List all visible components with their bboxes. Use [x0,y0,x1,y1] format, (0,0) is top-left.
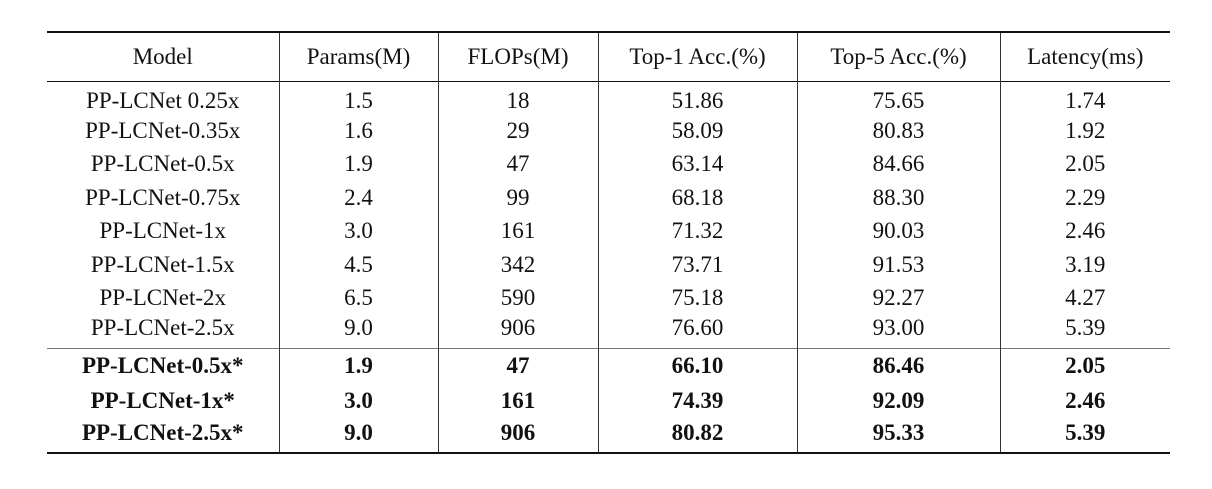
results-table: Model Params(M) FLOPs(M) Top-1 Acc.(%) Top-5… [47,31,1170,454]
table-row: PP-LCNet-2x 6.5 590 75.18 92.27 4.27 [47,281,1170,315]
table-header: Model Params(M) FLOPs(M) Top-1 Acc.(%) Top-5… [47,32,1170,81]
table-cell: 2.05 [999,348,1170,384]
header-cell: FLOPs(M) [437,32,598,81]
table-cell: 1.5 [278,81,438,115]
table-cell: PP-LCNet-2.5x* [81,420,244,446]
table-row: PP-LCNet-0.5x* 1.9 47 66.10 86.46 2.05 [47,348,1170,384]
table-cell: 75.65 [796,81,1000,115]
table-cell: 2.4 [278,181,438,215]
table-cell: 47 [437,147,598,182]
table-cell: 63.14 [597,147,797,182]
table-body: PP-LCNet 0.25x 1.5 18 51.86 75.65 1.74 PP-LCNe… [47,81,1170,349]
table-row: PP-LCNet-1x 3.0 161 71.32 90.03 2.46 [47,214,1170,248]
table-cell: 93.00 [796,314,1000,349]
table-cell: 99 [437,181,598,215]
highlighted-body: PP-LCNet-0.5x* 1.9 47 66.10 86.46 2.05 PP-LCNe… [47,348,1170,454]
table-cell: 5.39 [999,418,1170,454]
table-row: PP-LCNet-1.5x 4.5 342 73.71 91.53 3.19 [47,247,1170,282]
table-cell: 75.18 [597,281,797,315]
table-cell: 92.09 [796,383,1000,419]
table-cell: PP-LCNet-1x* [90,387,235,413]
table-cell: 84.66 [796,147,1000,182]
table-cell: 74.39 [597,383,797,419]
header-cell: Model [132,43,193,69]
table-cell: 1.6 [278,114,438,148]
table-cell: 342 [437,247,598,282]
table-cell: 29 [437,114,598,148]
header-cell: Top-5 Acc.(%) [796,32,1000,81]
table-row: PP-LCNet-0.35x 1.6 29 58.09 80.83 1.92 [47,114,1170,148]
table-cell: 80.83 [796,114,1000,148]
table-cell: 3.0 [278,383,438,419]
header-cell: Top-1 Acc.(%) [597,32,797,81]
table-cell: 80.82 [597,418,797,454]
table-cell: 86.46 [796,348,1000,384]
table-cell: PP-LCNet-2.5x [90,315,235,341]
table-cell: 3.0 [278,214,438,248]
table-cell: 58.09 [597,114,797,148]
table-cell: 3.19 [999,247,1170,282]
table-row: PP-LCNet 0.25x 1.5 18 51.86 75.65 1.74 [47,81,1170,115]
table-row: PP-LCNet-2.5x 9.0 906 76.60 93.00 5.39 [47,314,1170,349]
header-cell: Params(M) [278,32,438,81]
table-row: PP-LCNet-0.75x 2.4 99 68.18 88.30 2.29 [47,181,1170,215]
table-cell: 906 [437,418,598,454]
table-cell: PP-LCNet-1x [99,218,227,244]
table-cell: 6.5 [278,281,438,315]
table-cell: PP-LCNet-1.5x [90,251,235,277]
table-cell: 47 [437,348,598,384]
table-cell: 9.0 [278,418,438,454]
table-cell: PP-LCNet-0.35x [85,118,241,144]
table-cell: 4.27 [999,281,1170,315]
table-cell: 161 [437,214,598,248]
table-cell: PP-LCNet-0.5x* [81,352,244,378]
table-cell: 18 [437,81,598,115]
table-cell: 91.53 [796,247,1000,282]
table-cell: 161 [437,383,598,419]
table-cell: 88.30 [796,181,1000,215]
table-cell: 590 [437,281,598,315]
table-cell: 73.71 [597,247,797,282]
table-cell: 9.0 [278,314,438,349]
table-cell: 1.9 [278,348,438,384]
table-cell: 90.03 [796,214,1000,248]
table-row: PP-LCNet-0.5x 1.9 47 63.14 84.66 2.05 [47,147,1170,182]
table-cell: PP-LCNet-0.75x [85,184,241,210]
table-cell: 4.5 [278,247,438,282]
table-cell: 906 [437,314,598,349]
table-cell: 2.29 [999,181,1170,215]
table-cell: 1.74 [999,81,1170,115]
table-cell: 2.46 [999,383,1170,419]
table-cell: 5.39 [999,314,1170,349]
table-cell: 68.18 [597,181,797,215]
table-row: PP-LCNet-1x* 3.0 161 74.39 92.09 2.46 [47,383,1170,419]
table-cell: 51.86 [597,81,797,115]
table-cell: 95.33 [796,418,1000,454]
table-cell: 1.92 [999,114,1170,148]
table-cell: PP-LCNet 0.25x [86,87,240,113]
table-cell: 76.60 [597,314,797,349]
table-cell: 2.46 [999,214,1170,248]
table-cell: 71.32 [597,214,797,248]
table-cell: 2.05 [999,147,1170,182]
table-cell: 92.27 [796,281,1000,315]
table-cell: 1.9 [278,147,438,182]
table-cell: 66.10 [597,348,797,384]
table-cell: PP-LCNet-2x [99,285,227,311]
header-cell: Latency(ms) [999,32,1170,81]
table-row: PP-LCNet-2.5x* 9.0 906 80.82 95.33 5.39 [47,418,1170,454]
header-row: Model Params(M) FLOPs(M) Top-1 Acc.(%) Top-5… [47,32,1170,81]
table-cell: PP-LCNet-0.5x [90,151,235,177]
